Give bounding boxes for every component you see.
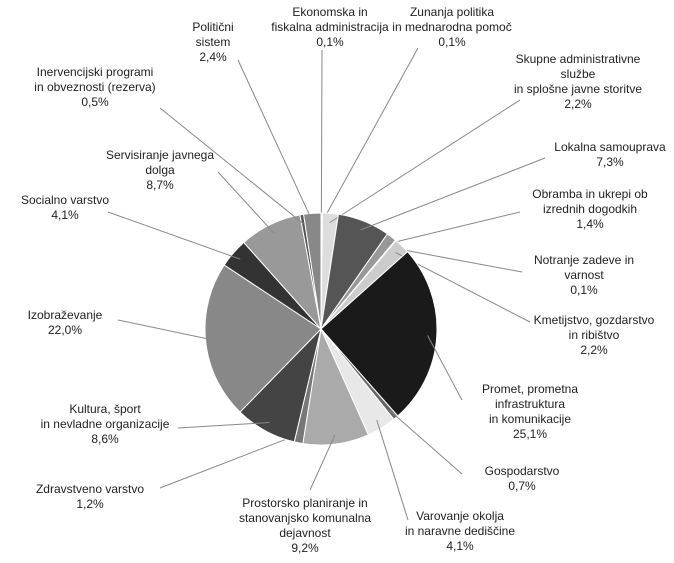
slice-label: Politični sistem (192, 20, 234, 49)
leader-line (159, 107, 304, 225)
slice-value-label: 4,1% (51, 208, 79, 222)
slice-label: Kultura, šport in nevladne organizacije (40, 402, 170, 431)
leader-line (427, 335, 463, 401)
slice-label: Kmetijstvo, gozdarstvo in ribištvo (533, 313, 655, 342)
slice-label: Prostorsko planiranje in stanovanjsko ko… (238, 496, 372, 540)
slice-label: Zdravstveno varstvo (35, 482, 145, 496)
leader-line (320, 49, 323, 223)
slice-label: Notranje zadeve in varnost (533, 253, 635, 282)
slice-value-label: 2,2% (580, 343, 608, 357)
slice-value-label: 22,0% (47, 323, 83, 337)
leader-line (389, 246, 523, 273)
slice-value-label: 0,5% (81, 95, 109, 109)
leader-line (107, 211, 241, 260)
slice-value-label: 0,1% (438, 35, 466, 49)
leader-line (389, 410, 463, 475)
leader-line (117, 319, 215, 341)
slice-value-label: 1,2% (76, 497, 104, 511)
slice-label: Obramba in ukrepi ob izrednih dogodkih (532, 187, 648, 216)
leader-line (237, 59, 314, 223)
leader-line (395, 252, 531, 323)
slice-value-label: 2,4% (199, 50, 227, 64)
slice-label: Skupne administrativne službe in splošne… (513, 52, 643, 96)
slice-value-label: 4,1% (446, 539, 474, 553)
slice-value-label: 2,2% (564, 97, 592, 111)
pie-slice (320, 251, 438, 417)
slice-value-label: 25,1% (512, 427, 548, 441)
slice-value-label: 0,7% (508, 479, 536, 493)
slice-label: Ekonomska in fiskalna administracija (271, 5, 389, 34)
leader-line (329, 99, 521, 224)
slice-label: Promet, prometna infrastruktura in komun… (481, 382, 579, 426)
slice-value-label: 8,7% (146, 178, 174, 192)
slice-label: Lokalna samouprava (554, 140, 666, 154)
leader-line (360, 157, 546, 231)
slice-value-label: 9,2% (291, 541, 319, 555)
pie-slice (303, 212, 322, 330)
slice-label: Izobraževanje (27, 308, 103, 322)
leader-line (217, 171, 275, 234)
slice-label: Inervencijski programi in obveznosti (re… (34, 65, 156, 94)
slice-value-label: 0,1% (316, 35, 344, 49)
slice-label: Varovanje okolja in naravne dediščine (404, 509, 516, 538)
slice-value-label: 8,6% (91, 432, 119, 446)
slice-value-label: 7,3% (596, 155, 624, 169)
slice-label: Zunanja politika in mednarodna pomoč (392, 5, 512, 34)
leader-line (376, 419, 409, 521)
leader-line (177, 422, 270, 429)
slice-value-label: 0,1% (570, 283, 598, 297)
slice-value-label: 1,4% (576, 217, 604, 231)
slice-label: Gospodarstvo (484, 464, 560, 478)
leader-line (159, 433, 301, 489)
leader-line (309, 434, 336, 491)
slice-label: Socialno varstvo (20, 193, 110, 207)
slice-label: Servisiranje javnega dolga (105, 148, 215, 177)
pie-slice (204, 264, 322, 413)
leader-line (385, 211, 521, 245)
leader-line (321, 47, 419, 223)
